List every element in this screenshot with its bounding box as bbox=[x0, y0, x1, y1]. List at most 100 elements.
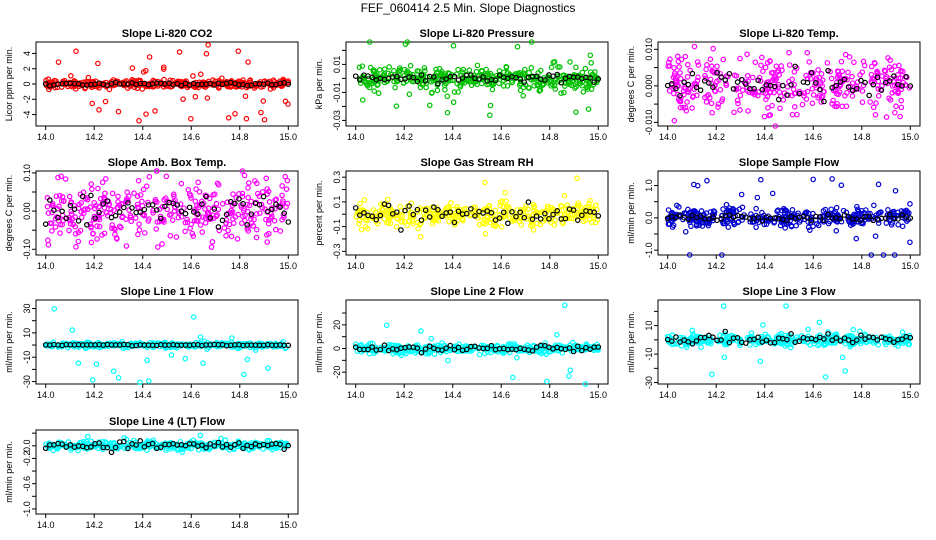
data-point bbox=[531, 82, 537, 89]
data-point bbox=[849, 93, 856, 99]
data-point bbox=[478, 80, 485, 87]
data-point bbox=[85, 74, 92, 81]
data-point bbox=[892, 88, 898, 95]
data-point bbox=[245, 194, 251, 201]
mean-point bbox=[862, 336, 868, 342]
data-point bbox=[675, 58, 682, 65]
mean-point bbox=[771, 339, 778, 346]
data-point bbox=[665, 59, 672, 66]
data-point bbox=[194, 217, 201, 224]
mean-point bbox=[211, 206, 218, 212]
mean-point bbox=[141, 206, 148, 213]
mean-point bbox=[394, 73, 400, 80]
data-point bbox=[693, 81, 700, 88]
data-point bbox=[739, 204, 746, 211]
data-point bbox=[197, 334, 204, 340]
data-point bbox=[892, 109, 898, 116]
mean-point bbox=[784, 336, 790, 343]
data-point bbox=[582, 381, 589, 387]
mean-point bbox=[414, 206, 421, 213]
x-tick-label: 14.0 bbox=[37, 520, 55, 530]
data-point bbox=[156, 206, 163, 212]
series-points bbox=[356, 39, 601, 119]
data-point bbox=[356, 64, 363, 71]
mean-point bbox=[673, 214, 679, 221]
panel-title: Slope Line 3 Flow bbox=[743, 286, 836, 298]
data-point bbox=[839, 68, 846, 75]
y-tick-label: 10 bbox=[22, 328, 32, 338]
mean-point bbox=[579, 347, 585, 354]
y-tick-label: 0 bbox=[332, 346, 342, 351]
mean-point bbox=[903, 73, 909, 80]
mean-point bbox=[418, 349, 425, 356]
data-point bbox=[444, 109, 451, 116]
data-point bbox=[586, 200, 592, 207]
mean-point bbox=[899, 336, 905, 343]
data-point bbox=[851, 59, 857, 66]
data-point bbox=[569, 339, 576, 346]
mean-point bbox=[281, 446, 287, 452]
data-point bbox=[123, 243, 130, 249]
mean-point bbox=[186, 204, 193, 211]
mean-point bbox=[447, 342, 454, 349]
data-point bbox=[667, 56, 673, 62]
data-point bbox=[384, 196, 391, 203]
data-point bbox=[516, 82, 523, 88]
plot-frame bbox=[657, 41, 921, 127]
data-point bbox=[51, 305, 58, 312]
mean-point bbox=[817, 86, 823, 93]
data-point bbox=[859, 88, 866, 94]
mean-point bbox=[414, 78, 421, 85]
data-point bbox=[906, 341, 913, 347]
data-point bbox=[460, 66, 467, 73]
data-point bbox=[466, 67, 473, 73]
data-point bbox=[96, 107, 102, 113]
mean-point bbox=[281, 210, 287, 216]
data-point bbox=[720, 56, 727, 63]
mean-point bbox=[726, 339, 733, 346]
mean-point bbox=[59, 208, 65, 215]
data-point bbox=[842, 51, 849, 58]
mean-point bbox=[693, 84, 700, 91]
data-point bbox=[261, 116, 268, 123]
data-point bbox=[483, 207, 490, 213]
data-point bbox=[710, 45, 716, 52]
data-point bbox=[771, 218, 778, 225]
mean-point bbox=[697, 213, 704, 220]
mean-point bbox=[71, 206, 78, 212]
data-point bbox=[396, 350, 402, 357]
data-point bbox=[825, 214, 832, 221]
data-point bbox=[564, 202, 571, 208]
y-tick-label: -20 bbox=[332, 366, 342, 379]
data-point bbox=[380, 207, 386, 213]
data-point bbox=[111, 225, 117, 232]
data-point bbox=[137, 445, 143, 452]
data-point bbox=[381, 70, 388, 77]
mean-point bbox=[219, 444, 226, 450]
mean-point bbox=[129, 205, 135, 211]
data-point bbox=[854, 203, 860, 210]
mean-point bbox=[431, 204, 437, 210]
data-point bbox=[566, 215, 572, 221]
mean-point bbox=[369, 74, 375, 81]
mean-point bbox=[595, 344, 602, 350]
data-point bbox=[433, 66, 439, 73]
mean-point bbox=[595, 213, 602, 219]
data-point bbox=[407, 62, 414, 69]
data-point bbox=[140, 186, 147, 193]
mean-point bbox=[207, 215, 213, 221]
data-point bbox=[889, 90, 895, 96]
data-point bbox=[486, 202, 492, 209]
mean-point bbox=[718, 74, 724, 80]
data-point bbox=[137, 78, 144, 85]
data-point bbox=[702, 72, 708, 79]
data-point bbox=[376, 67, 383, 73]
x-tick-label: 15.0 bbox=[902, 261, 920, 271]
data-point bbox=[136, 221, 142, 227]
data-point bbox=[703, 210, 710, 216]
data-point bbox=[387, 220, 394, 227]
data-point bbox=[163, 447, 169, 453]
data-point bbox=[719, 252, 725, 258]
data-point bbox=[669, 224, 676, 230]
